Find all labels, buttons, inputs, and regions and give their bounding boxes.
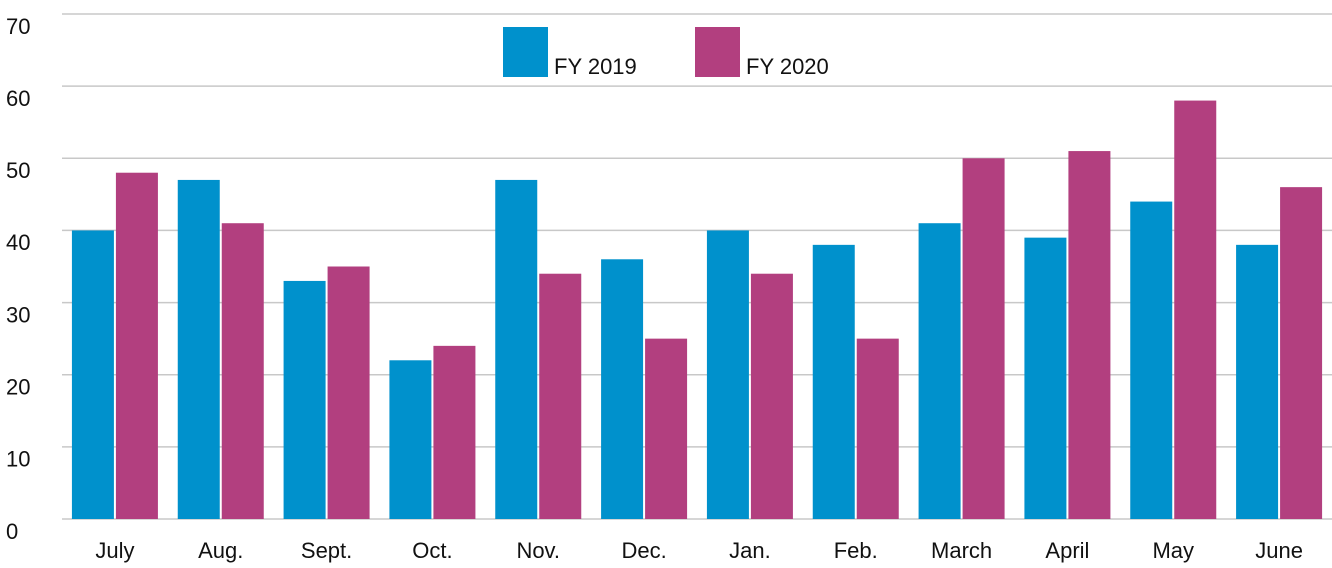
y-tick-label: 70 xyxy=(6,14,30,39)
x-tick-label: March xyxy=(931,538,992,563)
bar xyxy=(1174,100,1217,520)
y-tick-label: 60 xyxy=(6,86,30,111)
bar xyxy=(1236,244,1279,519)
bar xyxy=(645,338,688,519)
y-tick-label: 0 xyxy=(6,519,18,544)
x-tick-label: May xyxy=(1152,538,1194,563)
x-tick-label: Aug. xyxy=(198,538,243,563)
y-tick-label: 30 xyxy=(6,302,30,327)
bar xyxy=(1130,201,1173,520)
bar xyxy=(221,223,264,519)
x-tick-label: June xyxy=(1255,538,1303,563)
bar xyxy=(327,266,370,519)
x-tick-label: Nov. xyxy=(516,538,560,563)
bar xyxy=(962,158,1005,520)
bar xyxy=(283,280,326,519)
bar xyxy=(495,179,538,519)
bar xyxy=(433,345,476,519)
bar xyxy=(115,172,158,519)
bar xyxy=(601,259,644,519)
bar xyxy=(389,360,432,519)
x-tick-label: Dec. xyxy=(621,538,666,563)
bar xyxy=(539,273,582,519)
y-tick-label: 20 xyxy=(6,375,30,400)
bar xyxy=(812,244,855,519)
legend-label: FY 2019 xyxy=(554,54,637,79)
bar xyxy=(856,338,899,519)
bar xyxy=(1068,151,1111,520)
x-tick-label: Sept. xyxy=(301,538,352,563)
bar xyxy=(706,230,749,519)
y-tick-label: 10 xyxy=(6,447,30,472)
x-tick-label: Oct. xyxy=(412,538,452,563)
legend-swatch xyxy=(695,27,740,77)
bar xyxy=(1280,187,1323,519)
bar xyxy=(1024,237,1067,519)
legend-swatch xyxy=(503,27,548,77)
x-tick-label: Feb. xyxy=(834,538,878,563)
bar xyxy=(918,223,961,519)
y-tick-label: 50 xyxy=(6,158,30,183)
x-tick-label: July xyxy=(95,538,134,563)
bar xyxy=(750,273,793,519)
x-tick-label: April xyxy=(1045,538,1089,563)
legend-label: FY 2020 xyxy=(746,54,829,79)
x-tick-label: Jan. xyxy=(729,538,771,563)
bar xyxy=(71,230,114,519)
bar xyxy=(177,179,220,519)
y-tick-label: 40 xyxy=(6,230,30,255)
